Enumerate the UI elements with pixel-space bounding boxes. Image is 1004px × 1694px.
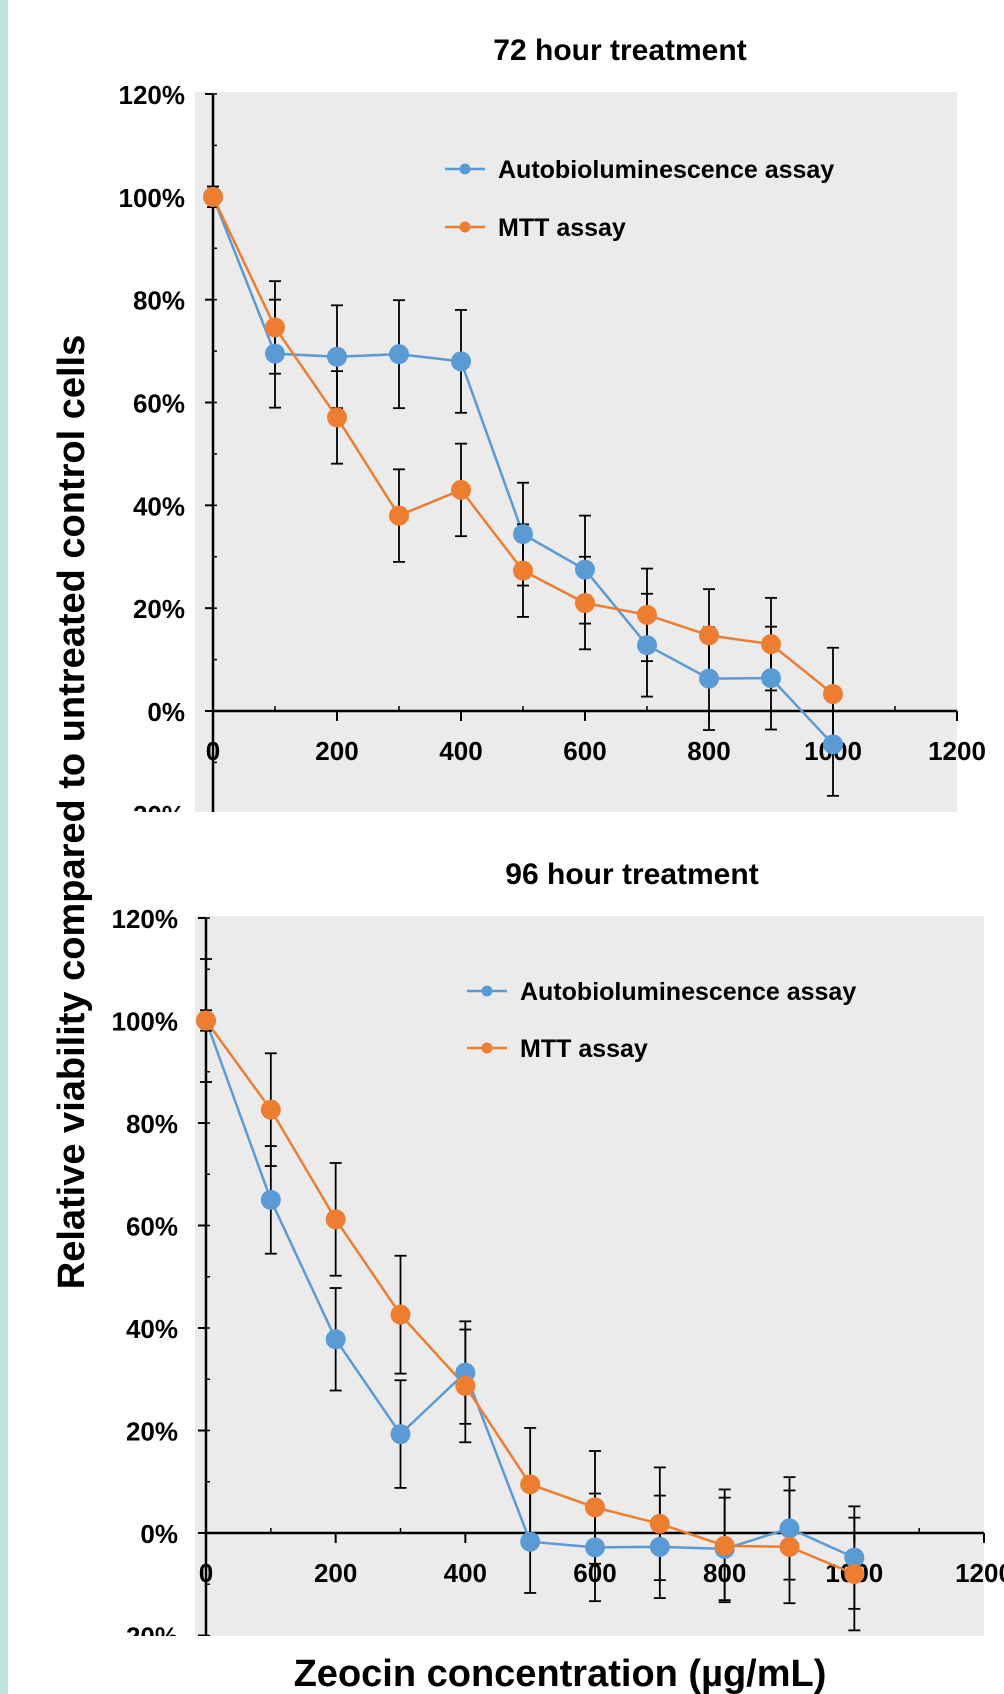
data-point <box>585 1497 605 1518</box>
y-tick-label: 120% <box>112 904 179 934</box>
legend-label: MTT assay <box>520 1035 648 1063</box>
data-point <box>389 505 409 526</box>
legend-marker <box>481 985 493 997</box>
y-tick-label: 120% <box>119 80 186 110</box>
data-point <box>390 1304 411 1325</box>
data-point <box>585 1537 605 1558</box>
y-axis-label: Relative viability compared to untreated… <box>51 335 93 1290</box>
y-tick-label: 0% <box>140 1519 178 1549</box>
data-point <box>325 1209 346 1230</box>
x-tick-label: 200 <box>314 1558 357 1588</box>
y-tick-label: 60% <box>126 1212 178 1242</box>
x-tick-label: 800 <box>687 736 730 766</box>
legend-marker <box>459 221 471 233</box>
y-tick-label: 20% <box>126 1417 178 1447</box>
data-point <box>575 593 595 614</box>
data-point <box>699 668 719 689</box>
data-point <box>327 407 347 428</box>
plot-area <box>195 92 957 812</box>
data-point <box>761 668 781 689</box>
legend-label: MTT assay <box>498 214 626 242</box>
data-point <box>761 634 781 655</box>
data-point <box>451 479 471 500</box>
data-point <box>844 1564 865 1584</box>
data-point <box>520 1474 541 1495</box>
data-point <box>513 524 533 545</box>
x-tick-label: 1200 <box>928 736 986 766</box>
y-tick-label: 80% <box>133 286 185 316</box>
data-point <box>637 604 657 625</box>
chart-panel-96h: 96 hour treatment -20% 0% 20% 40% 60% 80% 100% 1… <box>112 858 1004 1652</box>
plot-area <box>195 916 984 1636</box>
legend-marker <box>459 163 471 175</box>
data-point <box>699 625 719 646</box>
data-point <box>520 1531 541 1552</box>
y-tick-label: -20% <box>124 800 185 830</box>
data-point <box>844 1547 865 1568</box>
left-accent-strip <box>0 0 8 1694</box>
x-axis-label: Zeocin concentration (µg/mL) <box>294 1653 827 1694</box>
x-tick-label: 400 <box>439 736 482 766</box>
data-point <box>451 351 471 372</box>
x-tick-label: 600 <box>563 736 606 766</box>
data-point <box>196 1010 216 1031</box>
chart-title: 72 hour treatment <box>493 34 746 67</box>
x-tick-label: 0 <box>206 736 220 766</box>
data-point <box>714 1535 735 1556</box>
x-tick-label: 200 <box>315 736 358 766</box>
data-point <box>265 343 285 364</box>
y-tick-label: 0% <box>147 697 185 727</box>
y-tick-label: 20% <box>133 594 185 624</box>
data-point <box>823 684 843 705</box>
y-tick-label: 100% <box>112 1007 179 1037</box>
y-tick-label: 100% <box>119 183 186 213</box>
chart-title: 96 hour treatment <box>505 858 758 891</box>
data-point <box>327 346 347 367</box>
data-point <box>260 1189 281 1210</box>
x-tick-label: 0 <box>199 1558 213 1588</box>
data-point <box>513 560 533 581</box>
legend-marker <box>481 1042 493 1054</box>
y-tick-label: 40% <box>133 491 185 521</box>
legend-label: Autobioluminescence assay <box>498 156 834 184</box>
y-tick-label: 40% <box>126 1314 178 1344</box>
x-tick-label: 400 <box>444 1558 487 1588</box>
data-point <box>260 1099 281 1120</box>
data-point <box>455 1375 476 1396</box>
data-point <box>649 1513 670 1534</box>
chart-panel-72h: 72 hour treatment -20% 0% 20% 40% 60% 80% 100% 1… <box>119 34 986 830</box>
data-point <box>390 1424 411 1445</box>
y-tick-label: 80% <box>126 1109 178 1139</box>
data-point <box>203 186 223 207</box>
data-point <box>325 1329 346 1350</box>
y-tick-label: 60% <box>133 389 185 419</box>
data-point <box>389 344 409 365</box>
data-point <box>779 1518 800 1539</box>
data-point <box>649 1536 670 1557</box>
legend-label: Autobioluminescence assay <box>520 978 856 1006</box>
data-point <box>823 734 843 755</box>
data-point <box>779 1536 800 1557</box>
y-tick-label: -20% <box>117 1622 178 1652</box>
data-point <box>637 635 657 656</box>
data-point <box>575 559 595 580</box>
x-tick-label: 1200 <box>955 1558 1004 1588</box>
data-point <box>265 317 285 338</box>
